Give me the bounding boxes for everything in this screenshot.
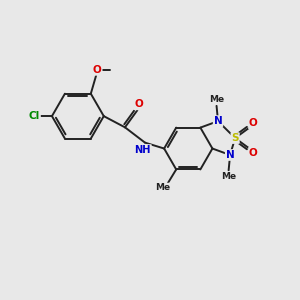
Text: NH: NH [134, 145, 151, 155]
Text: N: N [214, 116, 222, 126]
Text: O: O [93, 65, 102, 75]
Text: Cl: Cl [29, 111, 40, 121]
Text: Me: Me [209, 95, 224, 104]
Text: Me: Me [221, 172, 236, 181]
Text: O: O [249, 148, 258, 158]
Text: O: O [249, 118, 258, 128]
Text: N: N [226, 150, 235, 160]
Text: Me: Me [155, 183, 170, 192]
Text: S: S [231, 133, 239, 143]
Text: O: O [134, 99, 143, 110]
